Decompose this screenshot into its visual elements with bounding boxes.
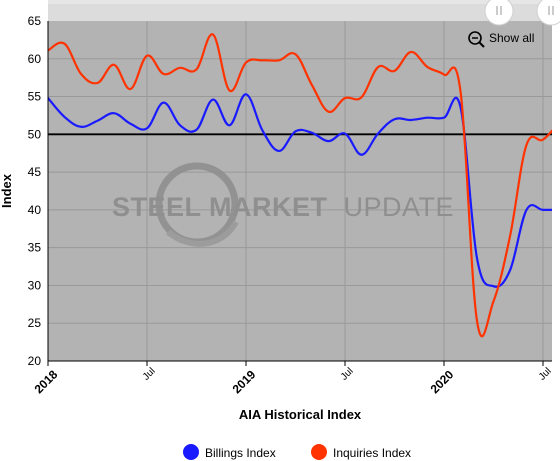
y-tick-label: 40 — [28, 203, 42, 217]
legend: Billings Index Inquiries Index — [183, 444, 411, 460]
zoom-out-icon — [468, 31, 482, 45]
watermark-swoosh-icon — [166, 220, 239, 247]
series-line-billings[interactable] — [48, 93, 560, 288]
x-tick-label: 2018 — [32, 367, 61, 396]
show-all-button[interactable]: Show all — [468, 31, 534, 48]
legend-marker-inquiries — [311, 444, 327, 460]
y-tick-label: 25 — [28, 316, 42, 330]
legend-marker-billings — [183, 444, 199, 460]
navigator-strip[interactable] — [48, 0, 552, 21]
y-tick-label: 55 — [28, 90, 42, 104]
y-tick-label: 35 — [28, 241, 42, 255]
zoom-out-icon-handle — [478, 41, 485, 48]
y-tick-label: 45 — [28, 165, 42, 179]
watermark-brand-text: STEEL MARKET UPDATE — [112, 192, 454, 222]
watermark-brand-part2: UPDATE — [344, 192, 455, 222]
scroll-handle-left[interactable] — [484, 0, 514, 26]
legend-item-billings[interactable]: Billings Index — [183, 444, 276, 460]
x-tick-label: Jul — [339, 366, 356, 383]
legend-label-inquiries: Inquiries Index — [333, 446, 411, 460]
y-tick-label: 20 — [28, 354, 42, 368]
series-layer — [48, 33, 560, 338]
x-tick-label: Jul — [537, 366, 554, 383]
y-tick-label: 60 — [28, 52, 42, 66]
watermark-brand-part1: STEEL MARKET — [112, 192, 328, 222]
x-tick-label: 2019 — [230, 367, 259, 396]
legend-item-inquiries[interactable]: Inquiries Index — [311, 444, 411, 460]
scroll-handle-icon — [484, 0, 514, 26]
y-tick-labels: 20 25 30 35 40 45 50 55 60 65 — [28, 14, 42, 368]
legend-label-billings: Billings Index — [205, 446, 276, 460]
y-axis-title: Index — [0, 173, 14, 208]
x-axis-title: AIA Historical Index — [239, 407, 362, 422]
y-tick-label: 50 — [28, 127, 42, 141]
scroll-handle-right[interactable] — [536, 0, 560, 26]
x-tick-labels: 2018 Jul 2019 Jul 2020 Jul — [32, 366, 554, 396]
x-tick-label: 2020 — [428, 367, 457, 396]
navigator-band — [48, 0, 552, 4]
watermark: STEEL MARKET UPDATE — [112, 162, 454, 247]
y-tick-label: 30 — [28, 278, 42, 292]
y-tick-label: 65 — [28, 14, 42, 28]
x-gridlines — [47, 21, 544, 366]
series-line-inquiries[interactable] — [48, 33, 560, 338]
x-tick-label: Jul — [141, 366, 158, 383]
show-all-label: Show all — [489, 31, 534, 45]
